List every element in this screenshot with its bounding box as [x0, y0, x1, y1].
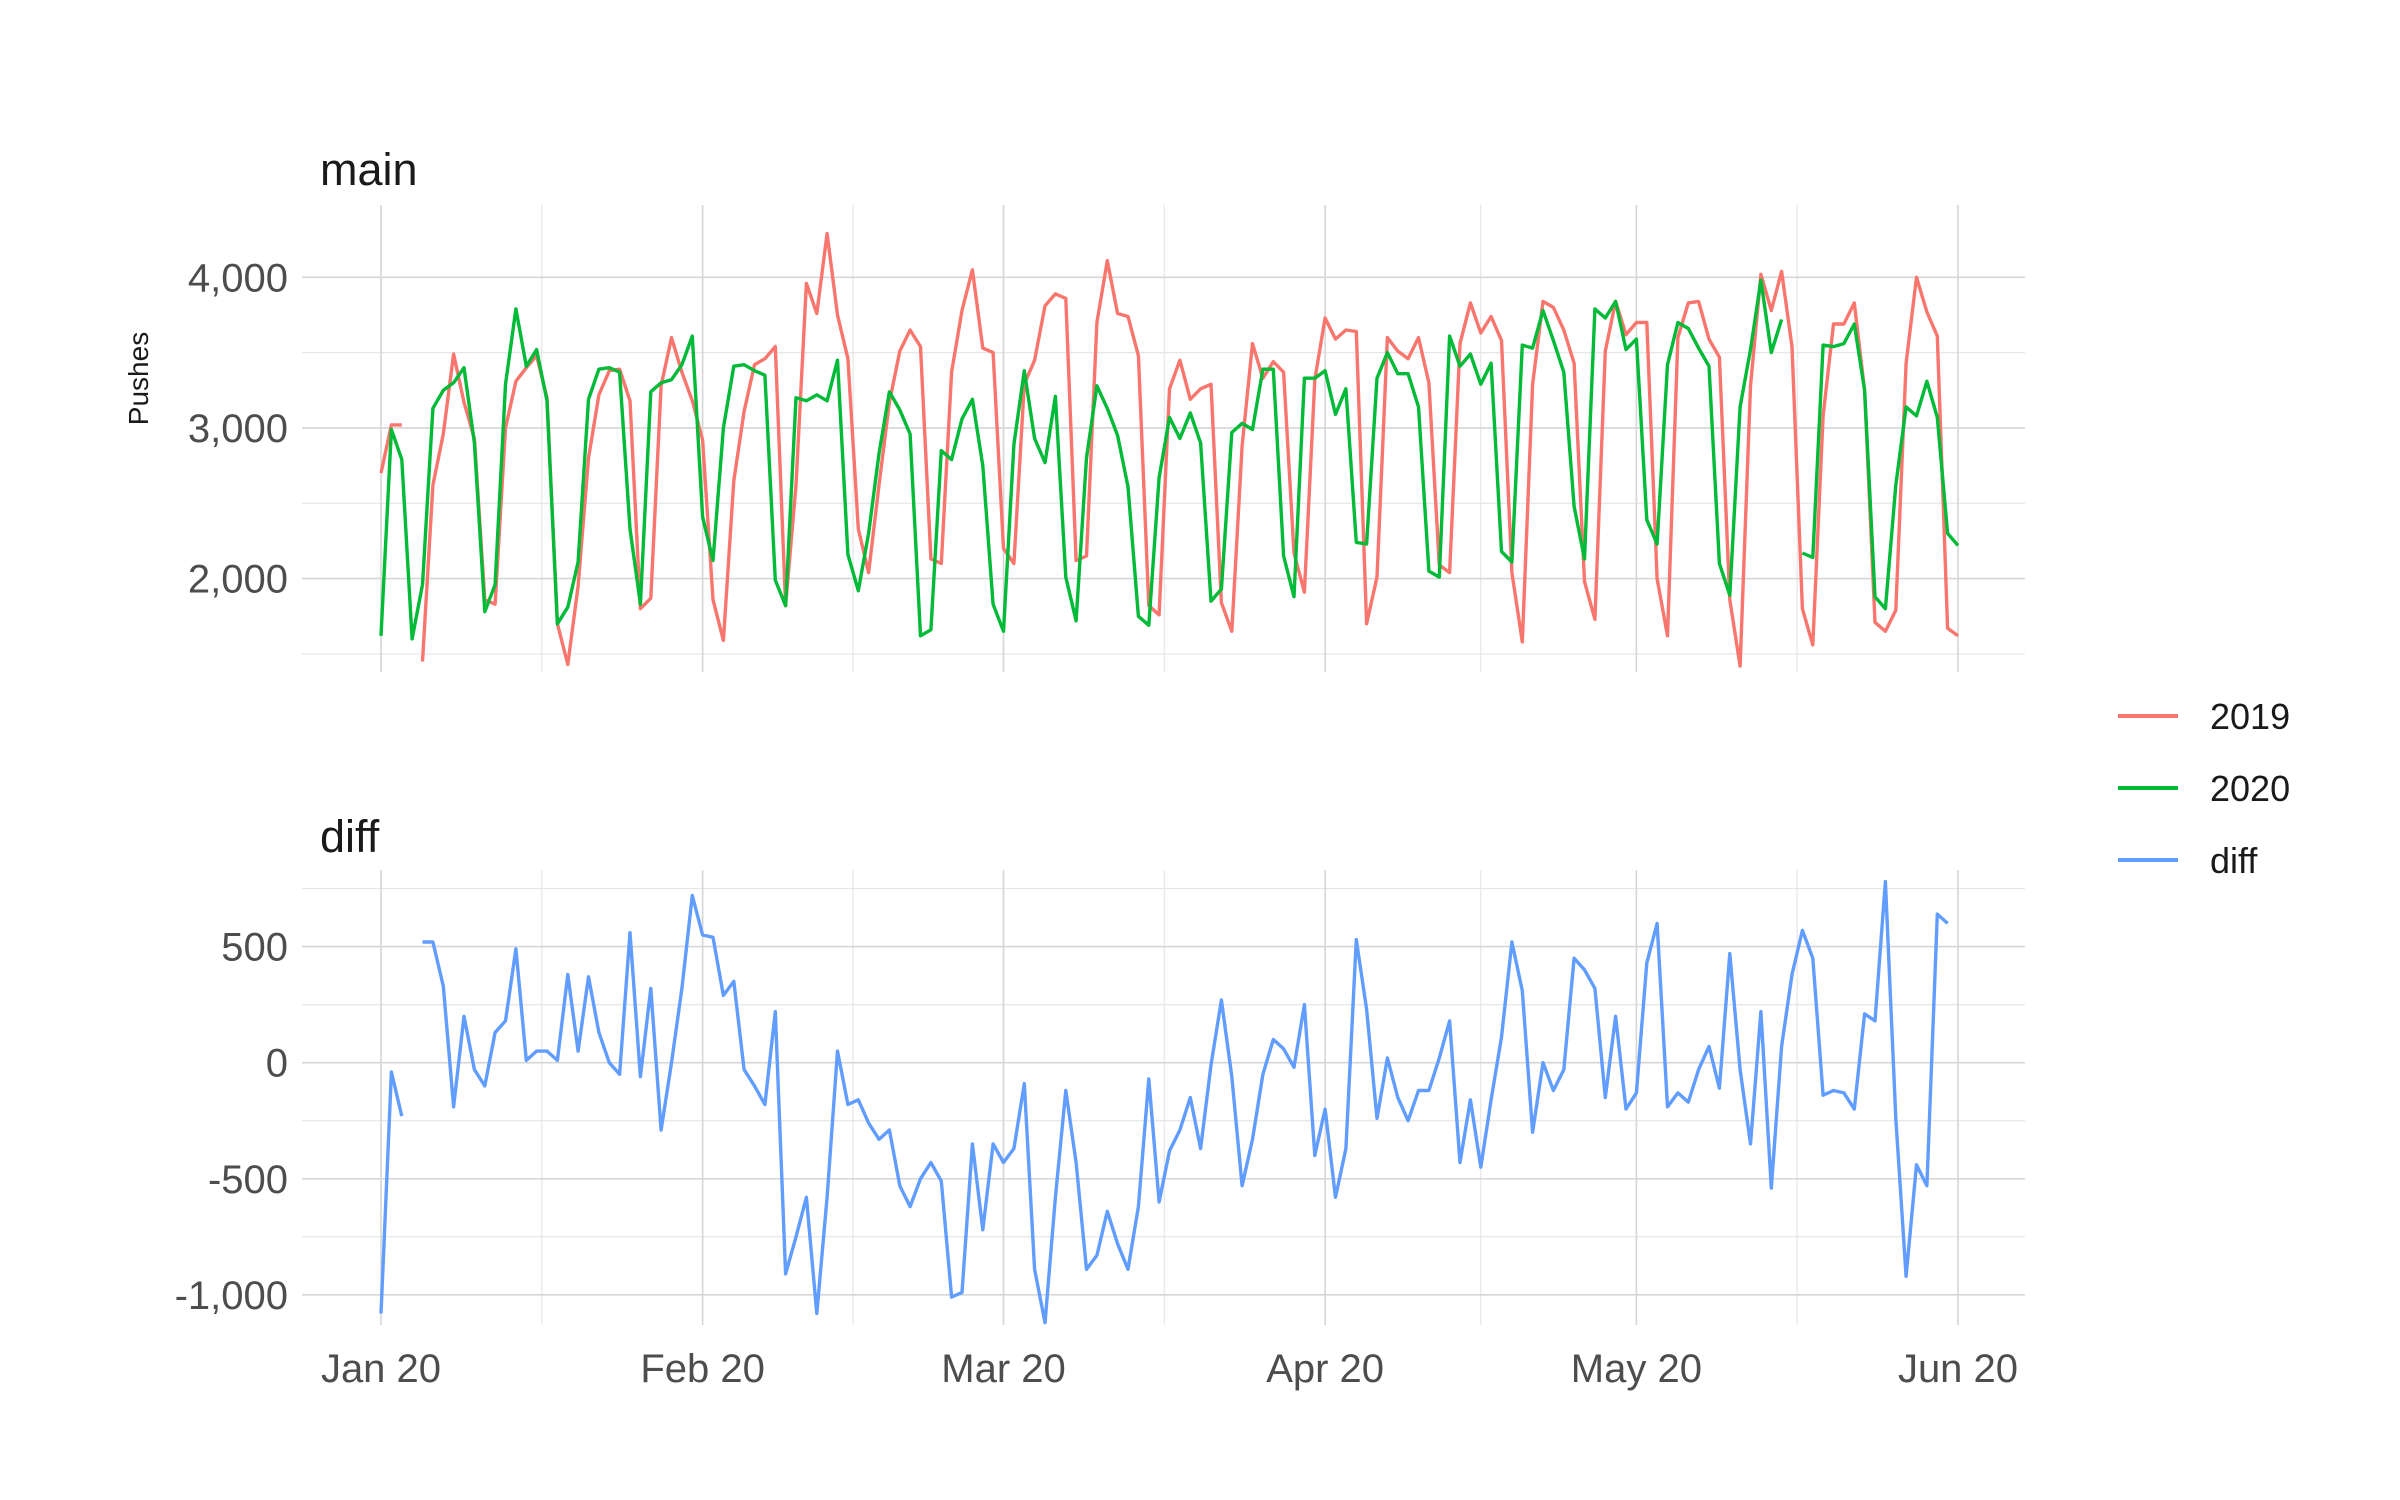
legend-label: 2019	[2210, 696, 2290, 737]
y-tick-label: 4,000	[188, 256, 288, 300]
x-tick-label: May 20	[1571, 1347, 1702, 1391]
x-tick-label: Feb 20	[640, 1347, 765, 1391]
panel-main: 2,000 3,000 4,000 main Pushes	[123, 144, 2025, 672]
legend-label: 2020	[2210, 768, 2290, 809]
y-tick-label: -1,000	[175, 1274, 288, 1318]
x-tick-label: Jan 20	[321, 1347, 441, 1391]
y-tick-label: 2,000	[188, 558, 288, 602]
y-tick-label: -500	[208, 1158, 288, 1202]
y-tick-label: 3,000	[188, 407, 288, 451]
panel-title: diff	[320, 811, 380, 862]
series-line-diff	[379, 879, 1949, 1325]
x-tick-label: Apr 20	[1266, 1347, 1384, 1391]
y-tick-label: 500	[221, 926, 288, 970]
x-tick-label: Mar 20	[941, 1347, 1066, 1391]
legend: 2019 2020 diff	[2118, 696, 2290, 881]
x-axis: Jan 20 Feb 20 Mar 20 Apr 20 May 20 Jun 20	[321, 1347, 2018, 1391]
series-line-2019	[379, 231, 1959, 668]
y-axis-title: Pushes	[123, 332, 154, 425]
x-tick-label: Jun 20	[1898, 1347, 2018, 1391]
legend-label: diff	[2210, 840, 2258, 881]
panel-title: main	[320, 144, 418, 195]
series-line-2020	[379, 278, 1960, 641]
panel-diff: -1,000 -500 0 500 diff	[175, 811, 2025, 1325]
y-tick-label: 0	[266, 1042, 288, 1086]
